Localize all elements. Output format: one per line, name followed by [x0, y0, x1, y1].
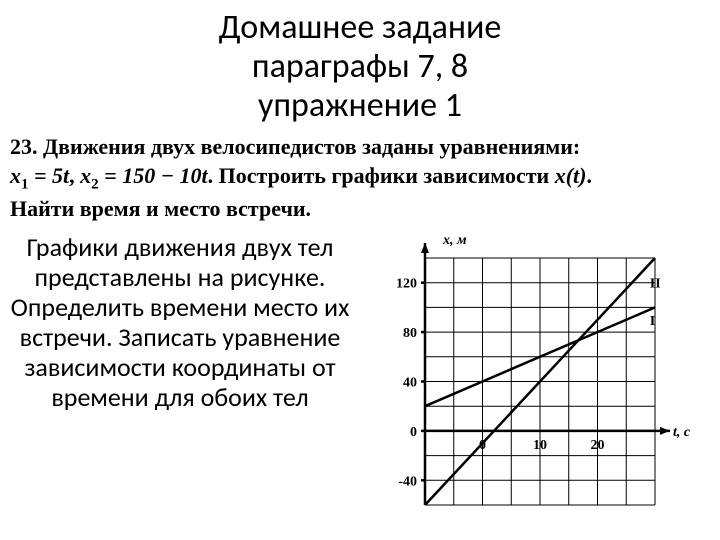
- svg-text:0: 0: [410, 425, 417, 440]
- eq2-sub: 2: [91, 176, 99, 192]
- xt-label: x(t): [555, 163, 587, 188]
- svg-text:x, м: x, м: [442, 233, 467, 248]
- eq1-rhs: = 5t: [29, 163, 70, 188]
- problem-line3: Найти время и место встречи.: [10, 196, 311, 221]
- title-line-3: упражнение 1: [0, 86, 720, 125]
- title-line-1: Домашнее задание: [0, 8, 720, 47]
- eq1-sub: 1: [21, 176, 29, 192]
- svg-text:20: 20: [591, 438, 605, 453]
- svg-text:80: 80: [403, 326, 417, 341]
- motion-chart: -400408012001020x, мt, cIII: [370, 233, 700, 523]
- svg-text:120: 120: [396, 277, 417, 292]
- svg-text:t, c: t, c: [673, 425, 691, 440]
- subtask-text: Графики движения двух тел представлены н…: [0, 233, 360, 523]
- eq1-var: x: [10, 163, 21, 188]
- problem-statement: 23. Движения двух велосипедистов заданы …: [0, 125, 720, 223]
- svg-text:I: I: [650, 314, 655, 329]
- eq2-rhs: = 150 − 10t: [99, 163, 208, 188]
- problem-intro: Движения двух велосипедистов заданы урав…: [43, 134, 580, 159]
- lower-section: Графики движения двух тел представлены н…: [0, 223, 720, 523]
- svg-text:II: II: [650, 277, 661, 292]
- chart-container: -400408012001020x, мt, cIII: [360, 233, 720, 523]
- eq2-var: x: [80, 163, 91, 188]
- problem-rest2: .: [586, 163, 592, 188]
- title-block: Домашнее задание параграфы 7, 8 упражнен…: [0, 0, 720, 125]
- svg-text:-40: -40: [398, 475, 417, 490]
- problem-rest1: . Построить графики зависимости: [208, 163, 555, 188]
- title-line-2: параграфы 7, 8: [0, 47, 720, 86]
- svg-text:40: 40: [403, 376, 417, 391]
- svg-text:10: 10: [533, 438, 547, 453]
- eq-sep: ,: [69, 163, 80, 188]
- problem-number: 23.: [10, 134, 38, 159]
